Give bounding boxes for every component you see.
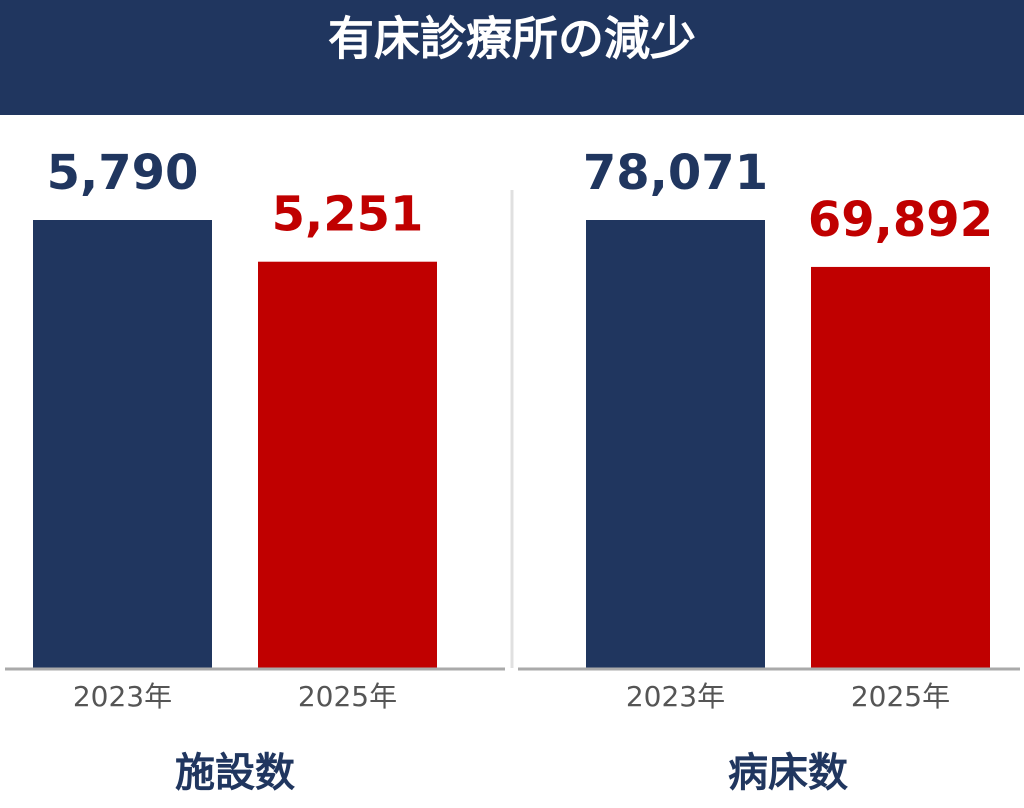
bar <box>33 220 212 668</box>
bar <box>258 261 437 668</box>
bar <box>811 266 990 668</box>
bar <box>586 220 765 668</box>
x-tick-label: 2025年 <box>851 680 950 713</box>
page-title: 有床診療所の減少 <box>328 12 696 66</box>
value-label: 5,251 <box>272 187 424 243</box>
value-label: 69,892 <box>808 192 993 248</box>
value-label: 78,071 <box>583 145 768 201</box>
x-tick-label: 2023年 <box>626 680 725 713</box>
x-tick-label: 2025年 <box>298 680 397 713</box>
chart-title: 病床数 <box>728 750 848 796</box>
chart-title: 施設数 <box>175 750 295 796</box>
x-tick-label: 2023年 <box>73 680 172 713</box>
value-label: 5,790 <box>47 145 199 201</box>
header-bar <box>0 0 1024 115</box>
